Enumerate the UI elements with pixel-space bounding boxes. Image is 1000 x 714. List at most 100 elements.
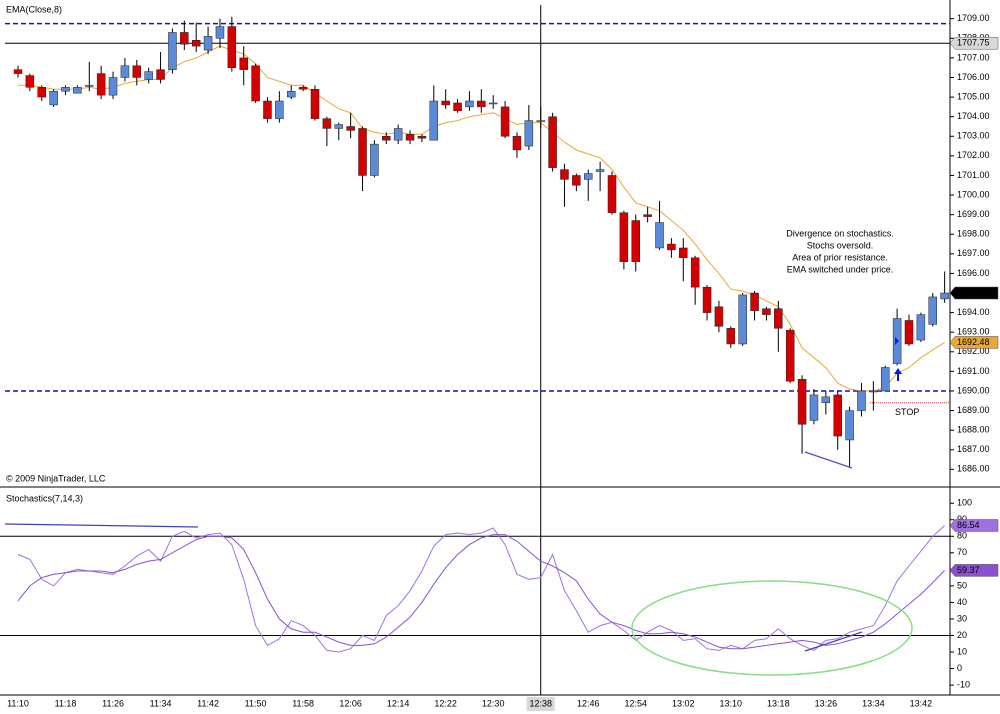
y-tick-label: 100	[957, 498, 972, 508]
stochastic-label: 59.37	[957, 565, 980, 575]
candle-body	[916, 314, 926, 341]
highlight-ellipse	[631, 580, 913, 676]
candle-body	[619, 212, 629, 262]
x-tick-label: 11:42	[197, 698, 219, 708]
y-tick-label: 1701.00	[957, 170, 990, 180]
x-tick-label: 11:26	[102, 698, 124, 708]
y-tick-label: 1689.00	[957, 405, 990, 415]
y-tick-label: 1700.00	[957, 189, 990, 199]
y-tick-label: 1704.00	[957, 111, 990, 121]
x-tick-label: 12:30	[482, 698, 505, 708]
candle-body	[500, 106, 510, 137]
ema-label: 1692.48	[957, 337, 990, 347]
candle-body	[679, 247, 688, 259]
candle-body	[286, 90, 296, 98]
annotation: Divergence on stochastics.	[786, 228, 894, 238]
candle-body	[583, 173, 593, 180]
stop-label: STOP	[895, 407, 919, 417]
candle-body	[477, 100, 486, 108]
y-tick-label: 0	[957, 663, 962, 673]
candle-body	[655, 222, 664, 249]
candle-body	[322, 118, 332, 129]
candle-body	[441, 100, 450, 106]
y-tick-label: 1707.00	[957, 52, 990, 62]
candle-body	[667, 243, 676, 251]
y-tick-label: 1698.00	[957, 229, 990, 239]
copyright: © 2009 NinjaTrader, LLC	[6, 473, 106, 483]
candle-body	[774, 308, 783, 329]
trend-line	[4, 523, 199, 528]
candle-body	[215, 26, 225, 39]
candle-body	[334, 124, 344, 129]
candle-body	[880, 367, 890, 392]
x-tick-label: 12:14	[387, 698, 410, 708]
panel-title: Stochastics(7,14,3)	[6, 493, 83, 503]
candle-body	[73, 87, 82, 94]
candle-body	[85, 85, 94, 87]
candle-body	[940, 292, 949, 300]
candle-body	[310, 89, 320, 119]
candle-body	[643, 214, 652, 217]
candle-body	[488, 102, 498, 105]
candle-body	[465, 100, 474, 108]
stochastic-label-box	[949, 564, 999, 577]
x-tick-label: 12:06	[339, 698, 362, 708]
candle-body	[595, 169, 605, 172]
y-tick-label: 1706.00	[957, 72, 990, 82]
candle-body	[607, 175, 617, 213]
y-tick-label: 1709.00	[957, 13, 990, 23]
stochastic-line	[17, 534, 945, 650]
candle-body	[631, 220, 641, 262]
y-tick-label: 1699.00	[957, 209, 990, 219]
annotation: EMA switched under price.	[787, 264, 894, 274]
candle-body	[821, 396, 831, 403]
y-tick-label: 1692.00	[957, 346, 990, 356]
x-tick-label: 13:10	[720, 698, 743, 708]
candle-body	[512, 136, 522, 151]
y-tick-label: 1705.00	[957, 91, 990, 101]
y-tick-label: 1690.00	[957, 385, 990, 395]
y-tick-label: 1702.00	[957, 150, 990, 160]
y-tick-label: 70	[957, 547, 967, 557]
candle-body	[239, 57, 248, 70]
annotation: Area of prior resistance.	[792, 252, 888, 262]
candle-body	[857, 390, 866, 411]
annotation: Stochs oversold.	[807, 240, 874, 250]
x-tick-label: 12:46	[577, 698, 600, 708]
candle-body	[346, 126, 355, 131]
candle-body	[132, 65, 142, 78]
x-tick-label: 12:54	[624, 698, 647, 708]
y-tick-label: 80	[957, 531, 967, 541]
y-tick-label: 1694.00	[957, 307, 990, 317]
x-tick-label: 11:58	[292, 698, 314, 708]
candle-body	[726, 328, 736, 345]
crosshair-label-box	[949, 36, 999, 50]
candle-body	[928, 296, 938, 325]
candle-body	[13, 69, 23, 74]
candle-body	[690, 257, 700, 288]
candle-body	[453, 102, 462, 112]
candle-body	[904, 320, 914, 345]
y-tick-label: 30	[957, 613, 967, 623]
candle-body	[263, 100, 272, 119]
candle-body	[524, 120, 534, 147]
x-tick-label: 13:26	[815, 698, 838, 708]
signal-arrow	[894, 368, 902, 381]
candle-body	[25, 75, 35, 88]
candle-body	[168, 32, 177, 70]
candle-body	[797, 378, 807, 425]
candle-body	[702, 286, 712, 313]
x-tick-label: 11:34	[150, 698, 172, 708]
candle-body	[227, 26, 237, 68]
candle-body	[869, 390, 878, 393]
x-tick-label: 12:38	[529, 698, 552, 708]
y-tick-label: 1691.00	[957, 366, 990, 376]
plot: 1686.00 1687.00 1688.00 1689.00 1690.00 1691.…	[0, 5, 999, 711]
candle-body	[251, 65, 260, 102]
candle-body	[49, 90, 58, 106]
x-tick-label: 13:42	[910, 698, 933, 708]
ema-label-box	[949, 336, 999, 349]
y-tick-label: -10	[957, 679, 970, 689]
candle-body	[750, 292, 759, 311]
candle-body	[180, 32, 189, 45]
